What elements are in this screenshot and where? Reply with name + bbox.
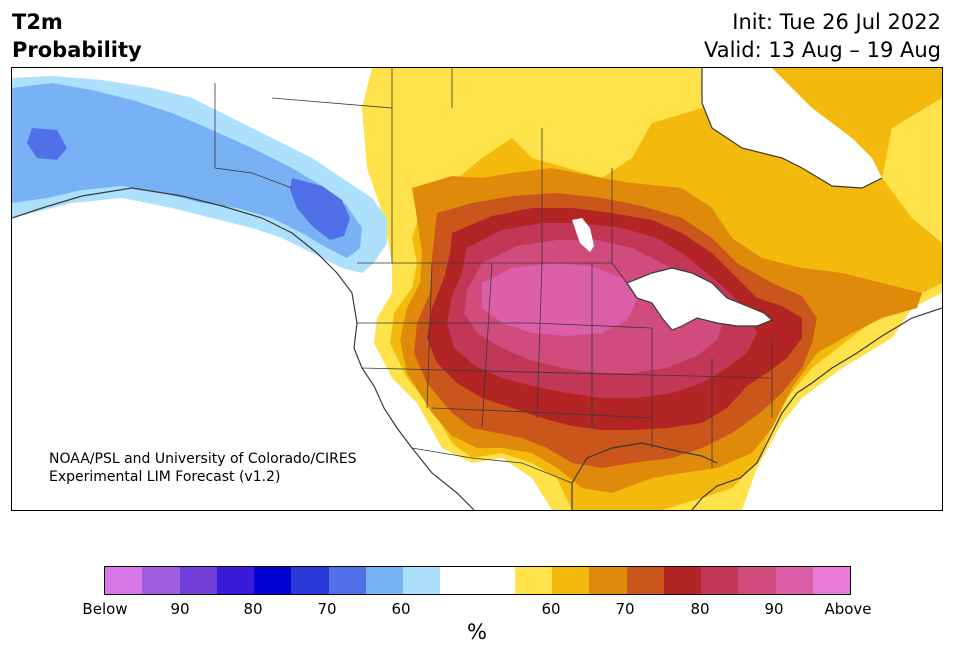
colorbar-segment (291, 567, 329, 594)
gulf-coastline (571, 442, 718, 510)
colorbar-segment (701, 567, 739, 594)
forecast-dates: Init: Tue 26 Jul 2022 Valid: 13 Aug – 19… (704, 8, 941, 64)
colorbar-label-cool-70: 70 (317, 600, 337, 618)
colorbar-label-warm-70: 70 (615, 600, 635, 618)
valid-date: Valid: 13 Aug – 19 Aug (703, 38, 941, 62)
colorbar-segment (775, 567, 813, 594)
colorbar-label-below: Below (82, 600, 128, 618)
great-lakes (627, 268, 772, 330)
colorbar-segment (812, 567, 850, 594)
colorbar-label-cool-80: 80 (243, 600, 263, 618)
east-coastline (691, 307, 942, 510)
colorbar-segment (440, 567, 478, 594)
mexico-border (411, 447, 573, 484)
colorbar-segment (514, 567, 552, 594)
us-states-grid (357, 262, 773, 468)
colorbar-unit: % (467, 620, 487, 644)
map-svg (12, 68, 942, 510)
init-date: Init: Tue 26 Jul 2022 (732, 10, 941, 34)
colorbar-segment (403, 567, 441, 594)
cool-royal-region (27, 128, 67, 160)
credit-line-1: NOAA/PSL and University of Colorado/CIRE… (49, 451, 357, 467)
colorbar-segment (552, 567, 590, 594)
hudson-bay (702, 68, 882, 188)
map-title: T2m Probability (12, 8, 142, 64)
colorbar-label-above: Above (824, 600, 872, 618)
west-coastline (12, 187, 475, 510)
colorbar-segment (738, 567, 776, 594)
cool-royal-region-coast (290, 178, 350, 240)
colorbar-segment (328, 567, 366, 594)
colorbar-label-warm-80: 80 (690, 600, 710, 618)
colorbar-segment (254, 567, 292, 594)
canada-provinces (271, 68, 613, 263)
colorbar-segment (105, 567, 143, 594)
alaska-border (214, 83, 293, 189)
credit-text: NOAA/PSL and University of Colorado/CIRE… (49, 450, 357, 486)
colorbar-label-warm-90: 90 (764, 600, 784, 618)
credit-line-2: Experimental LIM Forecast (v1.2) (49, 469, 281, 485)
title-line-1: T2m (12, 10, 63, 34)
cool-blue-region (12, 83, 362, 258)
colorbar-segment (626, 567, 664, 594)
colorbar-segment (179, 567, 217, 594)
colorbar-segment (477, 567, 515, 594)
hudson-coast (701, 68, 883, 189)
colorbar-segment (663, 567, 701, 594)
warm-pink-region (482, 263, 637, 336)
us-canada-border (357, 262, 628, 284)
colorbar-segment (589, 567, 627, 594)
probability-map (11, 67, 943, 511)
title-line-2: Probability (12, 38, 142, 62)
political-borders (214, 68, 773, 484)
great-lakes-outline (626, 267, 774, 331)
colorbar-label-warm-60: 60 (541, 600, 561, 618)
lake-winnipeg (572, 218, 594, 252)
colorbar-segment (365, 567, 403, 594)
colorbar (104, 566, 851, 595)
colorbar-segment (142, 567, 180, 594)
colorbar-label-cool-60: 60 (391, 600, 411, 618)
colorbar-label-cool-90: 90 (170, 600, 190, 618)
colorbar-segment (216, 567, 254, 594)
coastlines (12, 68, 942, 510)
